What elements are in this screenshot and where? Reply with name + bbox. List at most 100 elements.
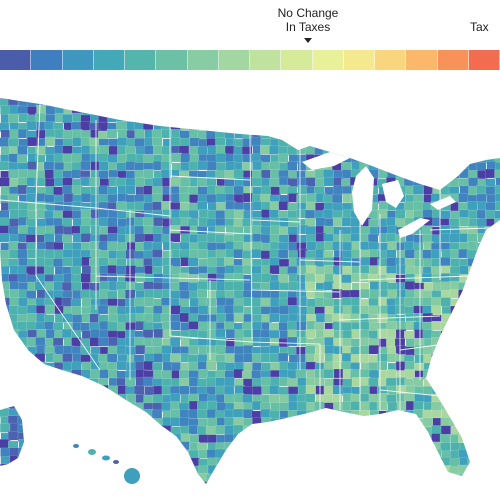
county[interactable] xyxy=(349,458,361,468)
county[interactable] xyxy=(476,242,487,253)
county[interactable] xyxy=(485,473,496,483)
county[interactable] xyxy=(467,466,478,476)
county[interactable] xyxy=(422,138,433,148)
county[interactable] xyxy=(475,338,487,349)
county[interactable] xyxy=(441,393,452,403)
county[interactable] xyxy=(413,170,424,180)
county[interactable] xyxy=(459,353,471,364)
county[interactable] xyxy=(206,233,218,243)
county[interactable] xyxy=(261,376,272,387)
county[interactable] xyxy=(233,114,245,125)
county[interactable] xyxy=(432,98,443,108)
county[interactable] xyxy=(261,442,273,452)
county[interactable] xyxy=(296,296,308,307)
county[interactable] xyxy=(414,344,425,355)
county[interactable] xyxy=(466,385,478,396)
county[interactable] xyxy=(360,114,371,124)
county[interactable] xyxy=(153,328,164,339)
county[interactable] xyxy=(306,480,318,490)
county[interactable] xyxy=(270,425,281,435)
county[interactable] xyxy=(144,466,155,476)
county[interactable] xyxy=(224,353,236,363)
county[interactable] xyxy=(359,482,370,492)
county[interactable] xyxy=(251,434,263,444)
county[interactable] xyxy=(360,433,371,443)
county[interactable] xyxy=(476,120,488,131)
county[interactable] xyxy=(324,482,336,491)
county[interactable] xyxy=(134,201,145,211)
county[interactable] xyxy=(116,250,127,260)
county[interactable] xyxy=(8,240,19,251)
county[interactable] xyxy=(386,257,397,268)
county[interactable] xyxy=(224,209,236,219)
county[interactable] xyxy=(62,98,73,108)
county[interactable] xyxy=(9,465,20,476)
county[interactable] xyxy=(486,393,497,403)
county[interactable] xyxy=(278,274,289,284)
county[interactable] xyxy=(53,464,64,475)
county[interactable] xyxy=(232,456,244,467)
county[interactable] xyxy=(342,481,353,491)
county[interactable] xyxy=(27,433,38,443)
county[interactable] xyxy=(486,297,497,307)
county[interactable] xyxy=(494,145,500,155)
county[interactable] xyxy=(0,137,10,147)
county[interactable] xyxy=(36,305,47,315)
county[interactable] xyxy=(144,416,156,427)
county[interactable] xyxy=(395,465,407,475)
county[interactable] xyxy=(458,192,469,203)
county[interactable] xyxy=(467,98,478,108)
county[interactable] xyxy=(486,233,497,244)
county[interactable] xyxy=(315,458,326,468)
county[interactable] xyxy=(378,458,389,468)
county[interactable] xyxy=(134,385,145,396)
county[interactable] xyxy=(188,90,200,100)
county[interactable] xyxy=(432,161,443,171)
county[interactable] xyxy=(324,449,335,459)
county[interactable] xyxy=(458,297,470,308)
county[interactable] xyxy=(359,345,370,355)
county[interactable] xyxy=(170,417,181,427)
county[interactable] xyxy=(232,465,244,476)
county[interactable] xyxy=(495,466,500,476)
county[interactable] xyxy=(367,145,379,155)
county[interactable] xyxy=(341,297,353,307)
county[interactable] xyxy=(306,105,317,115)
county[interactable] xyxy=(242,122,254,132)
county[interactable] xyxy=(331,122,343,132)
county[interactable] xyxy=(45,417,56,427)
county[interactable] xyxy=(340,145,352,155)
county[interactable] xyxy=(476,297,487,308)
county[interactable] xyxy=(485,400,497,411)
county[interactable] xyxy=(151,137,163,147)
county[interactable] xyxy=(225,114,236,124)
county[interactable] xyxy=(152,394,164,404)
county[interactable] xyxy=(117,402,128,412)
county[interactable] xyxy=(332,385,343,395)
county[interactable] xyxy=(287,417,298,427)
county[interactable] xyxy=(135,458,147,468)
county[interactable] xyxy=(314,441,326,451)
county[interactable] xyxy=(107,434,118,444)
county[interactable] xyxy=(315,138,326,148)
county[interactable] xyxy=(414,145,426,155)
county[interactable] xyxy=(495,441,500,452)
county[interactable] xyxy=(350,449,361,459)
county[interactable] xyxy=(404,456,415,467)
county[interactable] xyxy=(107,233,119,243)
county[interactable] xyxy=(8,400,19,410)
county[interactable] xyxy=(216,161,227,172)
county[interactable] xyxy=(26,473,37,484)
county[interactable] xyxy=(360,130,371,141)
county[interactable] xyxy=(0,482,12,492)
county[interactable] xyxy=(477,90,488,99)
county[interactable] xyxy=(349,89,361,99)
county[interactable] xyxy=(71,314,83,324)
county[interactable] xyxy=(449,401,461,411)
county[interactable] xyxy=(17,424,28,434)
county[interactable] xyxy=(125,409,137,419)
county[interactable] xyxy=(151,337,163,348)
county[interactable] xyxy=(151,114,163,124)
county[interactable] xyxy=(323,176,335,187)
county[interactable] xyxy=(62,114,73,124)
